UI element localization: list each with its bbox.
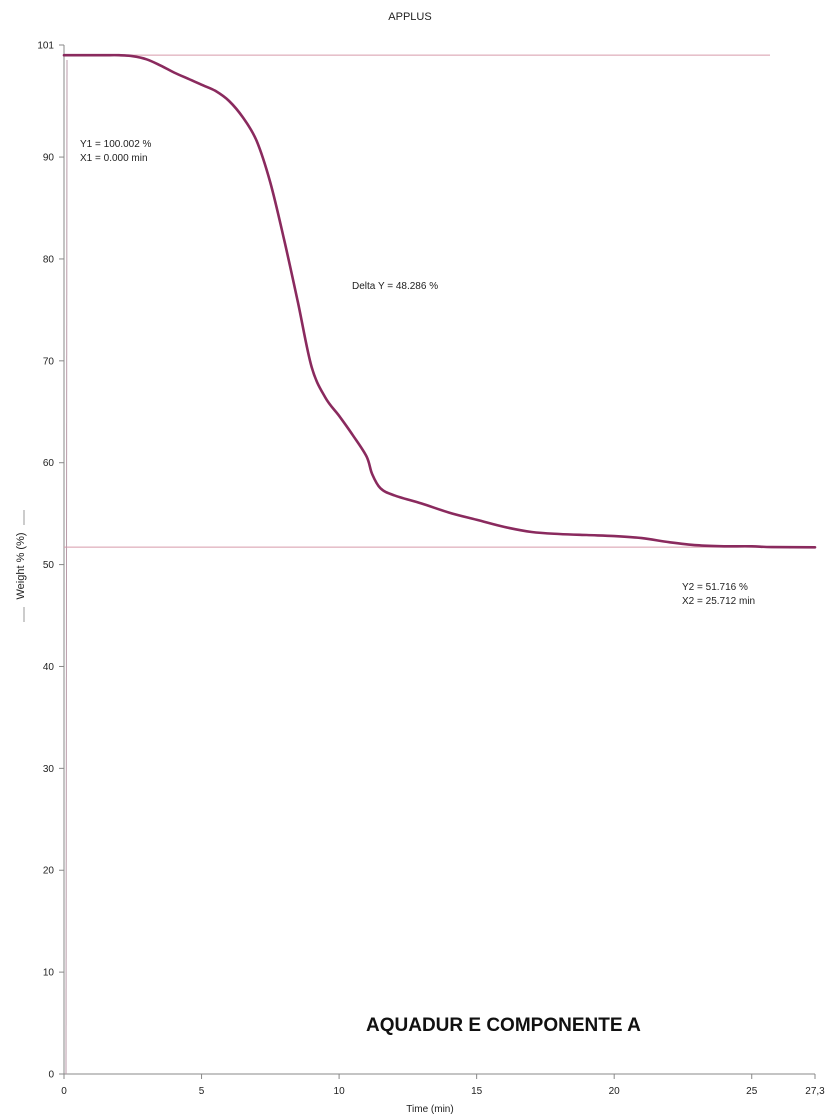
reference-lines [64, 55, 815, 547]
annotation-y1: Y1 = 100.002 % X1 = 0.000 min [80, 139, 152, 164]
chart-title: APPLUS [388, 11, 431, 23]
annotation-y1-line1: Y1 = 100.002 % [80, 139, 152, 150]
annotation-x2-line2: X2 = 25.712 min [682, 596, 755, 607]
y-tick-label: 40 [43, 662, 55, 673]
x-axis-label: Time (min) [406, 1104, 453, 1115]
y-tick-label: 90 [43, 153, 55, 164]
y-tick-label: 20 [43, 866, 55, 877]
sample-caption: AQUADUR E COMPONENTE A [366, 1015, 641, 1036]
x-tick-label: 20 [609, 1086, 621, 1097]
y-tick-label: 70 [43, 356, 55, 367]
annotation-x1-line2: X1 = 0.000 min [80, 153, 148, 164]
x-ticks: 0 5 10 15 20 25 27,3 [61, 1074, 825, 1097]
y-axis-label: Weight % (%) [15, 532, 27, 599]
x-tick-label: 0 [61, 1086, 67, 1097]
y-tick-label: 101 [37, 41, 54, 52]
y-tick-label: 80 [43, 254, 55, 265]
x-tick-label: 5 [199, 1086, 205, 1097]
y-tick-label: 0 [48, 1070, 54, 1081]
x-tick-label: 10 [334, 1086, 346, 1097]
y-ticks: 0 10 20 30 40 50 60 70 80 90 101 [37, 41, 64, 1081]
y-tick-label: 60 [43, 458, 55, 469]
annotation-y2-line1: Y2 = 51.716 % [682, 582, 748, 593]
annotation-delta: Delta Y = 48.286 % [352, 281, 438, 292]
series-line-weight [64, 55, 815, 547]
x-tick-label: 27,3 [805, 1086, 825, 1097]
axes [64, 45, 815, 1074]
x-tick-label: 25 [746, 1086, 758, 1097]
y-tick-label: 10 [43, 968, 55, 979]
x-tick-label: 15 [471, 1086, 483, 1097]
annotation-y2: Y2 = 51.716 % X2 = 25.712 min [682, 582, 755, 607]
annotation-delta-y: Delta Y = 48.286 % [352, 281, 438, 292]
initial-dropline [66, 60, 67, 1074]
y-tick-label: 30 [43, 764, 55, 775]
y-tick-label: 50 [43, 560, 55, 571]
